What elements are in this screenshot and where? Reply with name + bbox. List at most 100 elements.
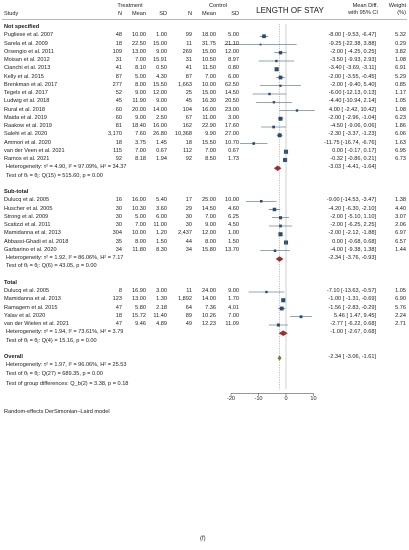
study-cell-cm: 10.00	[202, 81, 216, 88]
study-cell-cn: 25	[185, 90, 192, 96]
subgroup-pooled-diamond	[278, 330, 288, 337]
study-cell-tsd: 1.94	[156, 156, 167, 162]
weight-label: 1.05	[395, 98, 406, 105]
study-cell-cm: 10.50	[202, 57, 216, 63]
effect-ci-label: 5.46 [ 1.47, 9.45]	[334, 312, 376, 319]
study-cell-csd: 62.50	[225, 81, 239, 88]
effect-ci-label: -2.00 [ -3.55, -0.45]	[328, 73, 376, 80]
study-cell-cn: 67	[185, 114, 192, 121]
study-cell-tm: 5.00	[135, 213, 146, 220]
study-cell-tn: 3,170	[108, 131, 122, 138]
study-cell-cn: 162	[182, 123, 192, 129]
study-cell-cm: 15.80	[202, 246, 216, 253]
study-cell-csd: 20.50	[225, 98, 239, 105]
study-cell-cm: 7.36	[205, 304, 216, 311]
study-label: Pugliese et al. 2007	[4, 32, 54, 39]
study-label: Abbassi-Ghadi et al. 2018	[4, 238, 69, 245]
weight-label: 2.71	[395, 321, 406, 327]
effect-ci-label: 4.00 [ -2.42, 10.42]	[329, 106, 376, 113]
treatment-header: Treatment	[117, 3, 143, 9]
x-axis-tick-label: -10	[254, 396, 263, 403]
study-cell-cn: 30	[185, 222, 192, 228]
effect-ci-label: -2.00 [ -6.25, 2.25]	[330, 222, 376, 228]
study-cell-tsd: 26.80	[153, 131, 167, 138]
study-cell-tm: 9.00	[135, 90, 146, 96]
study-cell-tm: 10.00	[132, 230, 146, 237]
study-cell-tm: 16.90	[132, 288, 146, 294]
study-cell-csd: 4.50	[228, 222, 239, 228]
study-cell-tm: 8.10	[135, 65, 146, 72]
study-cell-tn: 115	[113, 147, 122, 154]
study-cell-cm: 7.00	[205, 213, 216, 220]
study-cell-cn: 1,663	[178, 81, 192, 88]
study-cell-csd: 6.25	[228, 213, 239, 220]
study-cell-cn: 2,437	[178, 230, 192, 237]
study-cell-tn: 30	[115, 213, 122, 220]
study-cell-csd: 10.00	[225, 197, 239, 204]
effect-square	[268, 92, 271, 96]
study-label: Ammori et al. 2020	[4, 139, 51, 146]
study-cell-tn: 35	[115, 238, 122, 245]
study-label: van der Veen et al. 2021	[4, 147, 65, 154]
study-cell-tm: 7.60	[135, 131, 146, 138]
study-cell-cm: 11.50	[202, 65, 216, 72]
effect-ci-label: -11.75 [-16.74, -6.76]	[324, 139, 376, 146]
study-cell-cm: 24.00	[202, 288, 216, 294]
study-cell-tm: 8.00	[135, 238, 146, 245]
effect-ci-label: -2.30 [ -3.37, -1.23]	[328, 131, 376, 138]
study-cell-tm: 22.50	[132, 40, 146, 47]
effect-square	[278, 75, 283, 80]
study-cell-csd: 0.80	[228, 65, 239, 72]
study-label: Scatizzi et al. 2011	[4, 222, 51, 228]
effect-ci-header: with 95% CI	[348, 10, 378, 16]
study-cell-tn: 81	[115, 123, 122, 129]
study-cell-cn: 30	[185, 213, 192, 220]
study-cell-tn: 30	[115, 222, 122, 228]
effect-ci-label: -4.20 [ -6.30, -2.10]	[328, 205, 376, 212]
study-cell-cn: 92	[185, 156, 192, 162]
study-cell-tsd: 3.00	[156, 288, 167, 294]
study-cell-tm: 7.00	[135, 222, 146, 228]
study-label: Tegels et al. 2017	[4, 90, 48, 96]
study-cell-cm: 7.00	[205, 147, 216, 154]
study-cell-tn: 277	[112, 81, 122, 88]
effect-ci-label: -7.10 [-13.63, -0.57]	[326, 288, 376, 294]
study-cell-tn: 18	[115, 40, 122, 47]
weight-label: 4.40	[395, 205, 406, 212]
study-label: Kelly et al. 2015	[4, 73, 44, 80]
study-label: Moisan et al. 2012	[4, 57, 50, 63]
study-cell-tm: 7.00	[135, 147, 146, 154]
effect-square	[281, 298, 286, 303]
effect-ci-label: -2.77 [ -6.22, 0.68]	[330, 321, 376, 327]
study-cell-tm: 8.00	[135, 81, 146, 88]
study-cell-cm: 11.00	[202, 114, 216, 121]
study-cell-tsd: 5.40	[156, 197, 167, 204]
weight-label: 1.08	[395, 106, 406, 113]
effect-ci-label: -4.00 [ -9.38, 1.38]	[330, 246, 376, 253]
pooled-effect-label: -2.34 [ -3.76, -0.93]	[328, 255, 376, 261]
study-cell-cn: 49	[185, 321, 192, 327]
effect-ci-label: -6.00 [-12.13, 0.13]	[328, 90, 376, 96]
weight-label: 2.06	[395, 222, 406, 228]
study-cell-csd: 10.70	[225, 139, 239, 146]
study-cell-tn: 16	[115, 197, 122, 204]
effect-ci-label: -9.25 [-22.38, 3.88]	[328, 40, 376, 47]
weight-label: 0.85	[395, 81, 406, 88]
study-cell-tsd: 9.00	[156, 48, 167, 55]
study-cell-csd: 11.09	[225, 321, 239, 327]
study-label: Cianchi et al. 2013	[4, 65, 51, 72]
study-label: Strong et al. 2009	[4, 213, 49, 220]
study-cell-tm: 20.00	[132, 106, 146, 113]
weight-label: 3.82	[395, 48, 406, 55]
effect-square	[272, 207, 277, 212]
study-cell-tn: 92	[115, 156, 122, 162]
study-cell-cm: 12.00	[202, 230, 216, 237]
effect-ci-label: 0.00 [ -0.17, 0.17]	[332, 147, 376, 154]
study-cell-tn: 34	[115, 246, 122, 253]
weight-label: 1.63	[395, 139, 406, 146]
study-cell-tn: 18	[115, 139, 122, 146]
study-cell-csd: 9.00	[228, 288, 239, 294]
study-cell-tn: 109	[112, 48, 122, 55]
effect-ci-label: -2.00 [ -2.96, -1.04]	[328, 114, 376, 121]
effect-square	[279, 84, 282, 87]
